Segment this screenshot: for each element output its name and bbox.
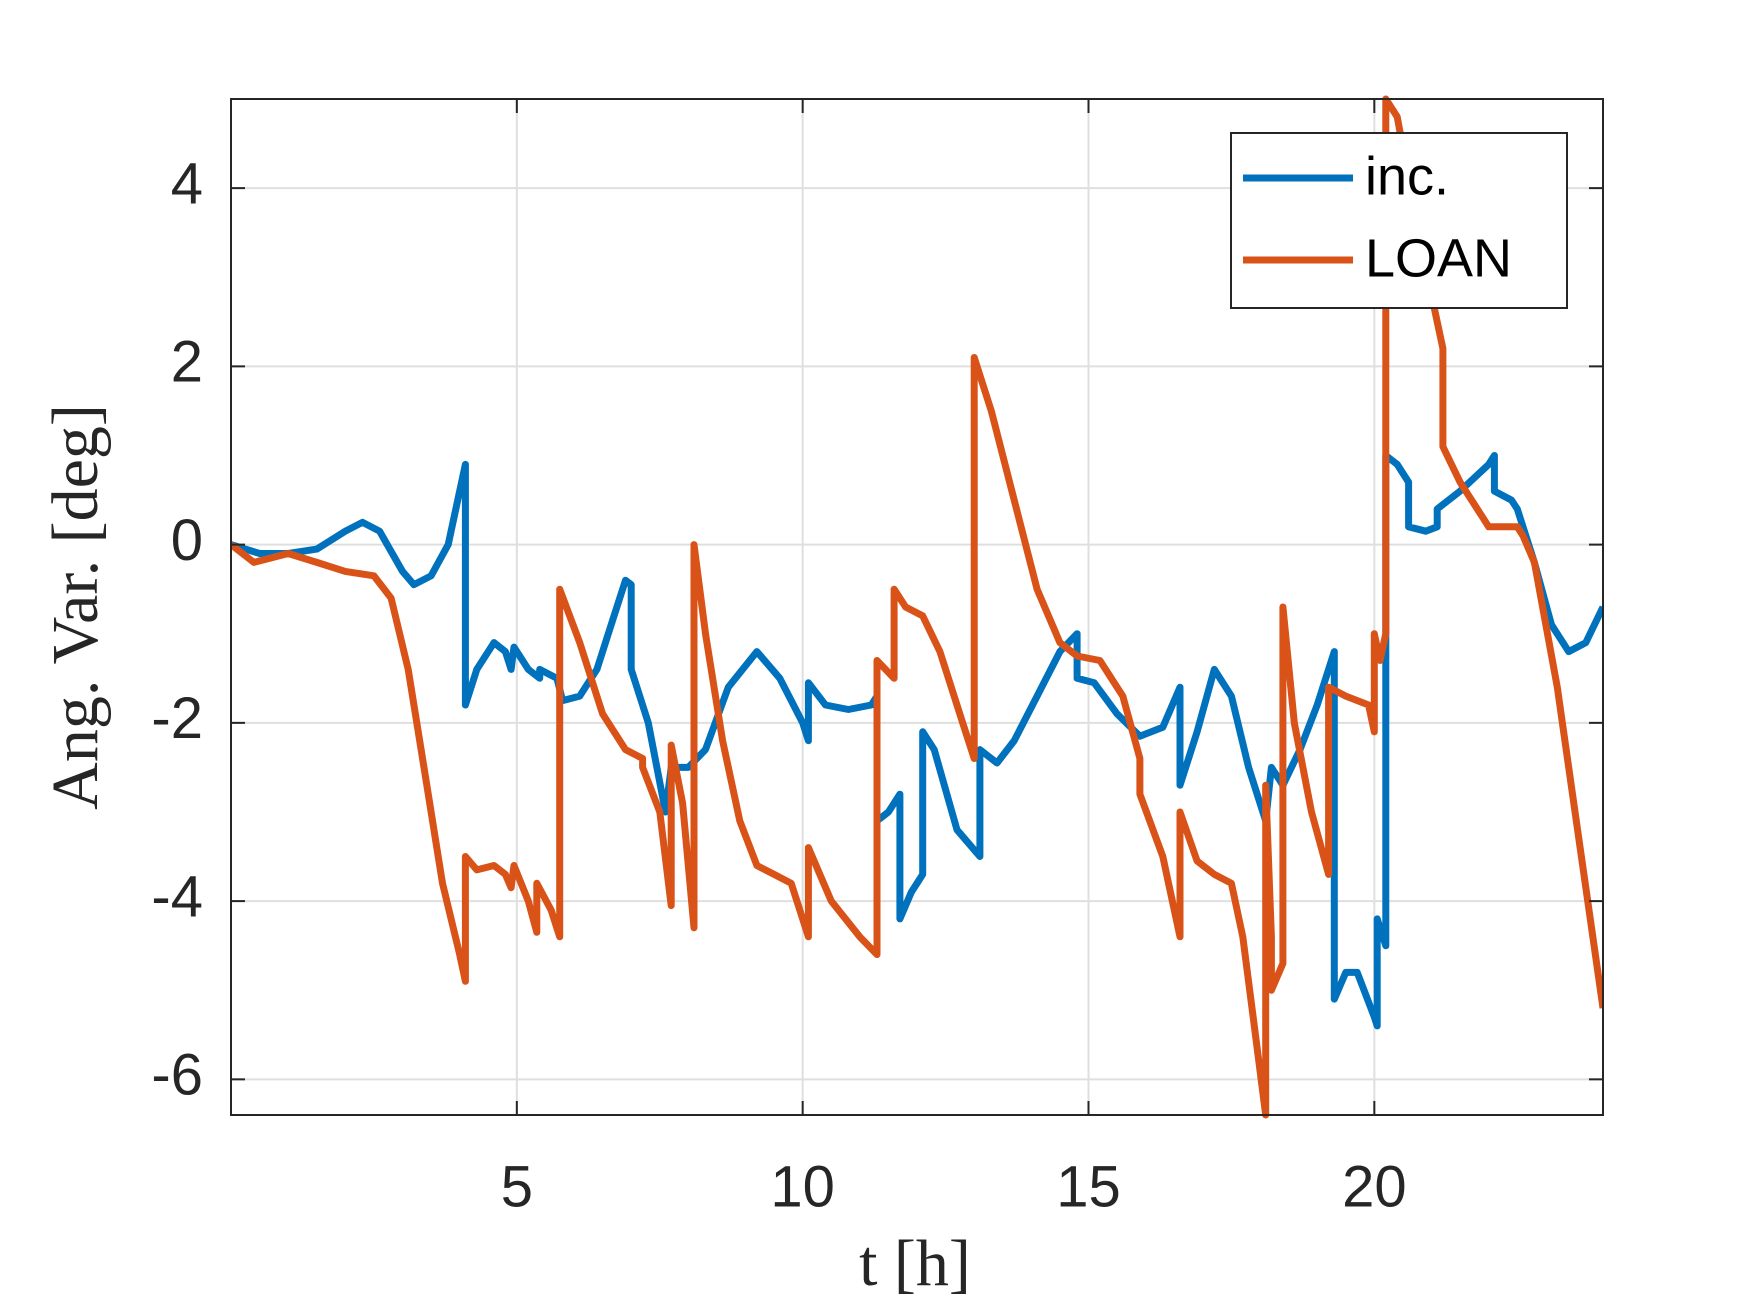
y-tick-label: 4 xyxy=(171,151,203,216)
legend-label: inc. xyxy=(1365,146,1449,206)
y-axis-label: Ang. Var. [deg] xyxy=(39,404,112,810)
series-line xyxy=(231,95,1603,1119)
legend: inc. LOAN xyxy=(1230,132,1568,309)
x-tick-label: 10 xyxy=(770,1154,835,1219)
legend-box xyxy=(1230,132,1568,309)
x-tick-label: 20 xyxy=(1342,1154,1407,1219)
y-tick-label: 2 xyxy=(171,330,203,395)
x-tick-label: 15 xyxy=(1056,1154,1121,1219)
y-tick-label: -4 xyxy=(151,864,203,929)
y-tick-label: -6 xyxy=(151,1043,203,1108)
axes-box xyxy=(230,98,1604,1116)
y-tick-label: 0 xyxy=(171,508,203,573)
legend-label: LOAN xyxy=(1365,228,1512,288)
y-tick-label: -2 xyxy=(151,686,203,751)
axes: 5 10 15 20 -6 -4 -2 0 2 4 xyxy=(151,98,1604,1219)
x-tick-label: 5 xyxy=(501,1154,533,1219)
x-axis-label: t [h] xyxy=(859,1227,971,1300)
plot-lines xyxy=(231,95,1603,1119)
